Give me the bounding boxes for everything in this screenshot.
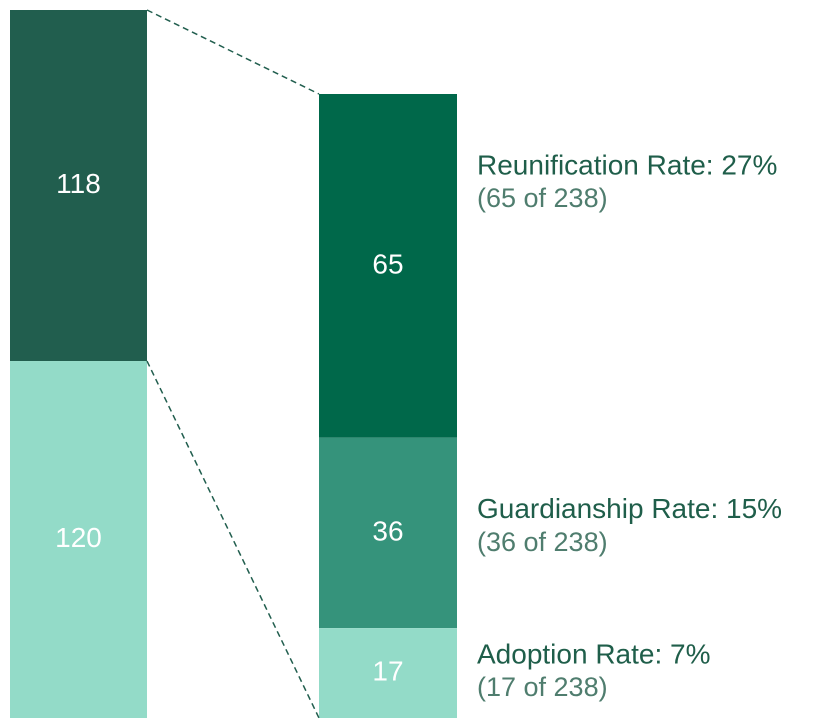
annotation-detail: (36 of 238) — [477, 527, 608, 557]
annotation-detail: (17 of 238) — [477, 672, 608, 702]
segment-label: 120 — [55, 522, 102, 553]
annotation-detail: (65 of 238) — [477, 183, 608, 213]
bar-segment — [10, 10, 147, 362]
connector — [146, 9, 320, 95]
bar-segment — [10, 361, 147, 718]
bar-segment — [319, 437, 457, 629]
bar-segment — [319, 94, 457, 438]
segment-label: 17 — [372, 655, 403, 686]
bar-segment — [319, 628, 457, 718]
annotation-title: Guardianship Rate: 15% — [477, 493, 782, 524]
annotation-title: Adoption Rate: 7% — [477, 638, 711, 669]
annotation-title: Reunification Rate: 27% — [477, 149, 777, 180]
segment-label: 118 — [56, 168, 101, 199]
segment-label: 36 — [372, 515, 403, 546]
segment-label: 65 — [372, 248, 403, 279]
connector — [146, 360, 320, 719]
